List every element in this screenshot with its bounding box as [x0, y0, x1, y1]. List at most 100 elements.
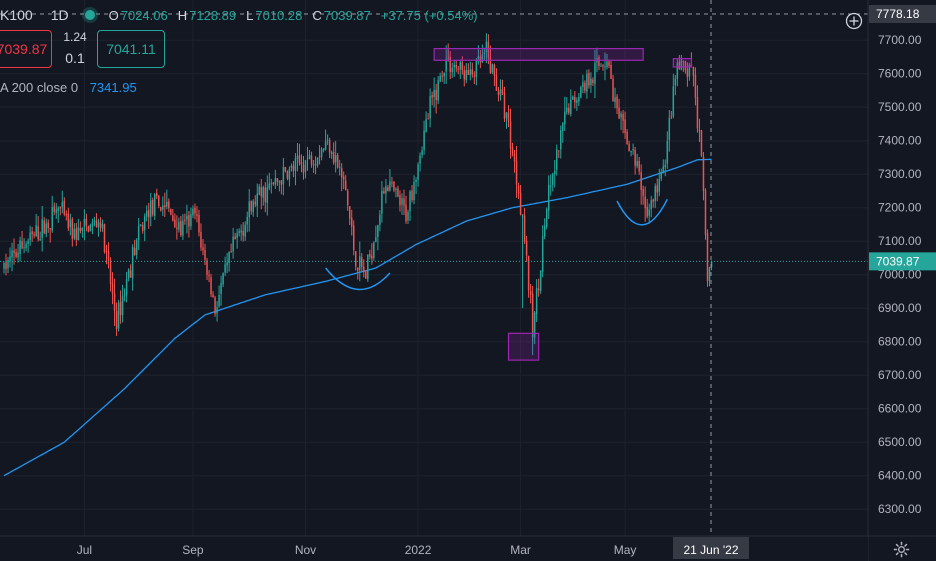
candle-body [588, 72, 590, 86]
candle-body [352, 225, 355, 251]
candle-body [272, 182, 275, 184]
candle-body [280, 180, 283, 185]
candle-body [608, 61, 610, 66]
candle-body [83, 218, 86, 227]
candle-body [330, 152, 333, 154]
candle-body [389, 181, 391, 191]
candle-body [684, 61, 687, 70]
sell-button[interactable]: 7039.87 [0, 30, 52, 68]
candle-body [57, 207, 60, 211]
candle-body [612, 78, 614, 102]
candle-body [696, 97, 699, 129]
candle-body [527, 256, 530, 291]
candle-body [15, 252, 17, 257]
candle-body [99, 222, 102, 228]
candle-body [584, 82, 586, 91]
timeframe[interactable]: 1D [50, 7, 69, 23]
candle-body [348, 206, 351, 219]
candle-body [387, 187, 389, 191]
candle-body [242, 230, 244, 236]
candle-body [109, 263, 112, 284]
candle-body [340, 168, 343, 178]
candle-body [455, 65, 457, 69]
candle-body [549, 185, 552, 187]
candle-body [332, 152, 335, 163]
candle-body [334, 154, 337, 163]
candle-body [79, 228, 82, 231]
candle-body [385, 186, 387, 194]
candle-body [292, 165, 295, 171]
candle-body [192, 208, 194, 216]
candle-body [35, 225, 37, 236]
candle-body [320, 149, 323, 157]
moving-average-200-line [3, 158, 712, 477]
candle-body [359, 256, 361, 270]
candle-body [483, 52, 486, 55]
crosshair-price-box [869, 5, 936, 24]
indicator-label: A 200 close 0 [0, 80, 79, 95]
candle-body [222, 273, 224, 285]
crosshair-time-box [673, 537, 749, 559]
candle-body [672, 86, 675, 117]
candle-body [206, 260, 208, 275]
candle-body [290, 165, 293, 168]
candle-body [135, 239, 138, 255]
candle-body [604, 66, 606, 68]
candle-body [371, 255, 373, 259]
price-tick-label: 6800.00 [878, 335, 922, 349]
candle-body [156, 192, 158, 197]
candle-body [435, 89, 437, 100]
candle-body [463, 70, 466, 80]
chart-header: K100 1D O 7024.06 H 7128.89 L 7010.28 C 7039… [0, 5, 488, 25]
candle-body [501, 89, 504, 94]
candle-body [539, 270, 542, 291]
candle-body [509, 121, 512, 149]
indicator-legend[interactable]: A 200 close 0 7341.95 [0, 80, 137, 95]
candle-body [477, 55, 480, 60]
candle-body [409, 191, 411, 212]
symbol-name[interactable]: K100 [0, 7, 33, 23]
candle-body [180, 221, 182, 236]
price-tick-label: 7000.00 [878, 268, 922, 282]
candle-body [580, 87, 582, 98]
candle-body [658, 179, 661, 192]
candle-body [45, 223, 47, 234]
candle-body [300, 162, 303, 165]
candle-body [666, 140, 669, 164]
candle-body [523, 215, 526, 242]
candle-body [47, 222, 49, 229]
market-open-dot-icon [84, 10, 95, 20]
candle-body [525, 240, 528, 256]
candle-body [244, 224, 246, 237]
candle-body [431, 95, 433, 98]
time-tick-label: Nov [295, 543, 316, 557]
candle-body [162, 205, 164, 210]
candle-body [517, 185, 520, 194]
close-value: 7039.87 [323, 7, 371, 23]
grid-lines [0, 0, 868, 536]
candle-body [535, 288, 538, 315]
indicator-value: 7341.95 [89, 80, 137, 95]
candle-body [302, 165, 305, 173]
candle-body [499, 89, 502, 96]
candle-body [415, 179, 417, 183]
candle-body [459, 62, 462, 70]
candle-body [457, 68, 460, 70]
candle-body [453, 65, 455, 68]
candle-body [37, 226, 39, 240]
candle-body [586, 73, 588, 92]
candle-body [228, 251, 230, 263]
candle-body [226, 262, 228, 266]
candle-body [443, 72, 445, 77]
candle-body [590, 78, 592, 86]
candle-body [51, 207, 53, 231]
add-plus-icon[interactable] [845, 12, 863, 30]
candle-body [545, 209, 548, 227]
candle-body [678, 61, 681, 69]
candle-body [664, 164, 667, 168]
candle-body [190, 214, 192, 227]
settings-gear-icon[interactable] [893, 541, 910, 558]
buy-button[interactable]: 7041.11 [97, 30, 165, 68]
price-tick-label: 6900.00 [878, 301, 922, 315]
